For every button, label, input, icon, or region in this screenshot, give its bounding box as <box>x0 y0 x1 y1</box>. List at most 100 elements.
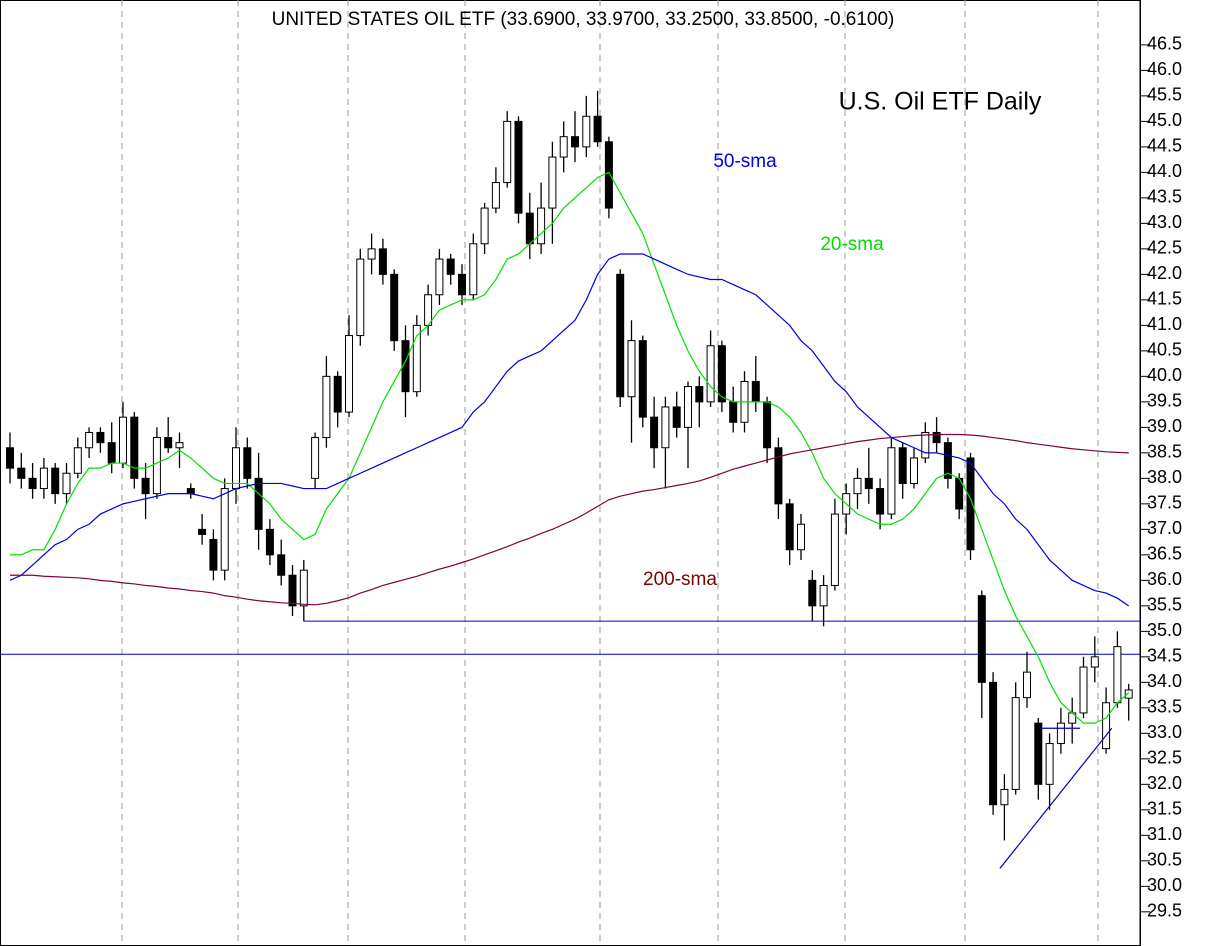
candle-body <box>51 467 60 495</box>
candle-body <box>808 579 817 607</box>
candle-body <box>265 528 274 556</box>
y-tick-label: 46.0 <box>1147 59 1182 79</box>
sma-line <box>9 253 1130 607</box>
candle-body <box>458 273 466 296</box>
candle-body <box>977 595 986 683</box>
candle-body <box>152 437 161 495</box>
candle-body <box>1113 646 1122 704</box>
candle-body <box>559 136 568 158</box>
sma-line <box>10 171 1130 724</box>
y-tick-label: 38.5 <box>1147 442 1182 462</box>
candle-body <box>412 324 421 393</box>
annotation: U.S. Oil ETF Daily <box>839 88 1042 116</box>
candle-body <box>582 115 591 148</box>
y-tick-label: 37.0 <box>1147 518 1182 538</box>
candle-body <box>1090 656 1099 668</box>
y-tick-label: 35.0 <box>1147 620 1182 640</box>
candle-body <box>333 375 342 413</box>
candle-body <box>537 207 546 245</box>
candle-body <box>175 442 184 449</box>
candle-body <box>943 442 952 479</box>
y-tick-label: 34.0 <box>1147 671 1182 691</box>
annotation: 50-sma <box>713 151 777 172</box>
y-tick-label: 30.0 <box>1147 875 1182 895</box>
y-tick-label: 35.5 <box>1147 595 1182 615</box>
candle-body <box>966 457 975 551</box>
candle-body <box>604 141 613 209</box>
y-tick-label: 40.0 <box>1147 365 1182 385</box>
y-tick-label: 38.0 <box>1147 467 1182 487</box>
candle-body <box>763 401 772 449</box>
y-tick-label: 39.5 <box>1147 391 1182 411</box>
y-tick-label: 29.5 <box>1147 901 1182 921</box>
candle-body <box>514 120 523 214</box>
y-tick-label: 44.0 <box>1147 161 1182 181</box>
candle-body <box>96 431 105 444</box>
candle-body <box>627 340 636 398</box>
y-tick-label: 44.5 <box>1147 136 1182 156</box>
candle-body <box>435 258 444 296</box>
candle-body <box>774 447 783 505</box>
candle-body <box>684 386 692 428</box>
y-tick-label: 42.0 <box>1147 263 1182 283</box>
y-tick-label: 33.0 <box>1147 722 1182 742</box>
candle-body <box>751 380 760 403</box>
candle-body <box>62 472 71 495</box>
candle-body <box>921 431 930 459</box>
y-tick-label: 31.0 <box>1147 824 1182 844</box>
candle-body <box>819 584 828 607</box>
candle-body <box>73 447 82 474</box>
y-tick-label: 36.0 <box>1147 569 1182 589</box>
candle-body <box>661 406 670 449</box>
y-tick-label: 45.0 <box>1147 110 1182 130</box>
candle-body <box>243 447 252 479</box>
candle-body <box>593 115 602 143</box>
y-tick-label: 32.0 <box>1147 773 1182 793</box>
candle-body <box>85 431 94 449</box>
candle-body <box>469 243 478 296</box>
y-tick-label: 42.5 <box>1147 238 1182 258</box>
candle-body <box>198 528 207 535</box>
trend-line <box>999 727 1113 869</box>
annotation: 200-sma <box>643 569 717 590</box>
candle-body <box>616 273 625 398</box>
y-tick-label: 32.5 <box>1147 748 1182 768</box>
y-tick-label: 41.0 <box>1147 314 1182 334</box>
candle-body <box>887 447 896 515</box>
y-tick-label: 34.5 <box>1147 646 1182 666</box>
sma-line <box>10 433 1129 606</box>
candle-body <box>107 442 116 464</box>
chart-title: UNITED STATES OIL ETF (33.6900, 33.9700,… <box>272 9 895 30</box>
y-tick-label: 37.5 <box>1147 493 1182 513</box>
candle-body <box>28 477 37 490</box>
candle-body <box>367 248 376 260</box>
candle-body <box>39 467 48 490</box>
candle-body <box>277 554 286 576</box>
candle-body <box>491 182 500 209</box>
y-tick-label: 33.5 <box>1147 697 1182 717</box>
candle-body <box>1079 666 1088 714</box>
candle-body <box>1011 697 1020 790</box>
candle-body <box>220 488 229 571</box>
candle-body <box>797 523 805 551</box>
candle-body <box>424 294 433 326</box>
candle-body <box>1000 788 1009 806</box>
candle-body <box>130 416 139 479</box>
candle-body <box>864 477 873 490</box>
candle-body <box>989 681 998 806</box>
candle-body <box>288 574 297 607</box>
candle-body <box>898 447 907 484</box>
candle-body <box>1056 722 1065 745</box>
candle-body <box>209 539 218 571</box>
candle-body <box>1034 722 1043 785</box>
candle-body <box>164 437 173 449</box>
y-tick-label: 30.5 <box>1147 850 1182 870</box>
candle-body <box>1045 743 1054 785</box>
candle-body <box>232 447 240 490</box>
candle-body <box>932 431 941 444</box>
candle-body <box>650 416 659 449</box>
candle-body <box>186 488 195 495</box>
y-tick-label: 40.5 <box>1147 340 1182 360</box>
candle-body <box>378 248 387 275</box>
